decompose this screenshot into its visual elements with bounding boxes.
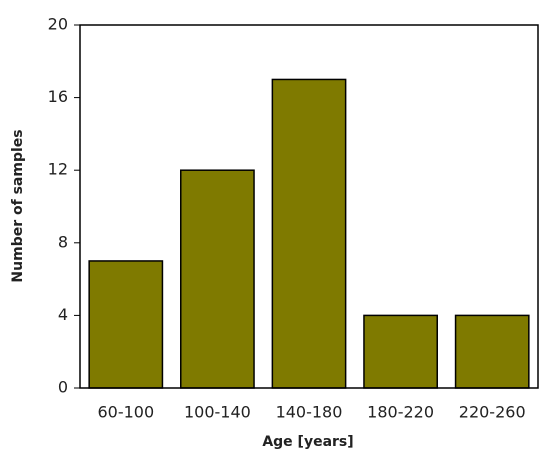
x-tick-label: 220-260: [459, 403, 526, 422]
bar: [363, 314, 438, 389]
x-tick-label: 180-220: [367, 403, 434, 422]
y-axis-title: Number of samples: [10, 129, 26, 282]
x-tick-label: 100-140: [184, 403, 251, 422]
x-axis-title: Age [years]: [262, 434, 353, 450]
bar: [88, 260, 164, 389]
plot-frame: [79, 24, 539, 389]
bar: [454, 314, 530, 389]
y-tick-label: 16: [48, 87, 68, 106]
y-tick-label: 20: [48, 15, 68, 34]
y-tick-label: 4: [58, 305, 68, 324]
y-tick-label: 12: [48, 160, 68, 179]
y-tick-label: 0: [58, 378, 68, 397]
y-tick-label: 8: [58, 232, 68, 251]
x-tick-label: 60-100: [97, 403, 154, 422]
x-tick-label: 140-180: [276, 403, 343, 422]
bar: [271, 78, 347, 389]
bar: [180, 169, 255, 389]
